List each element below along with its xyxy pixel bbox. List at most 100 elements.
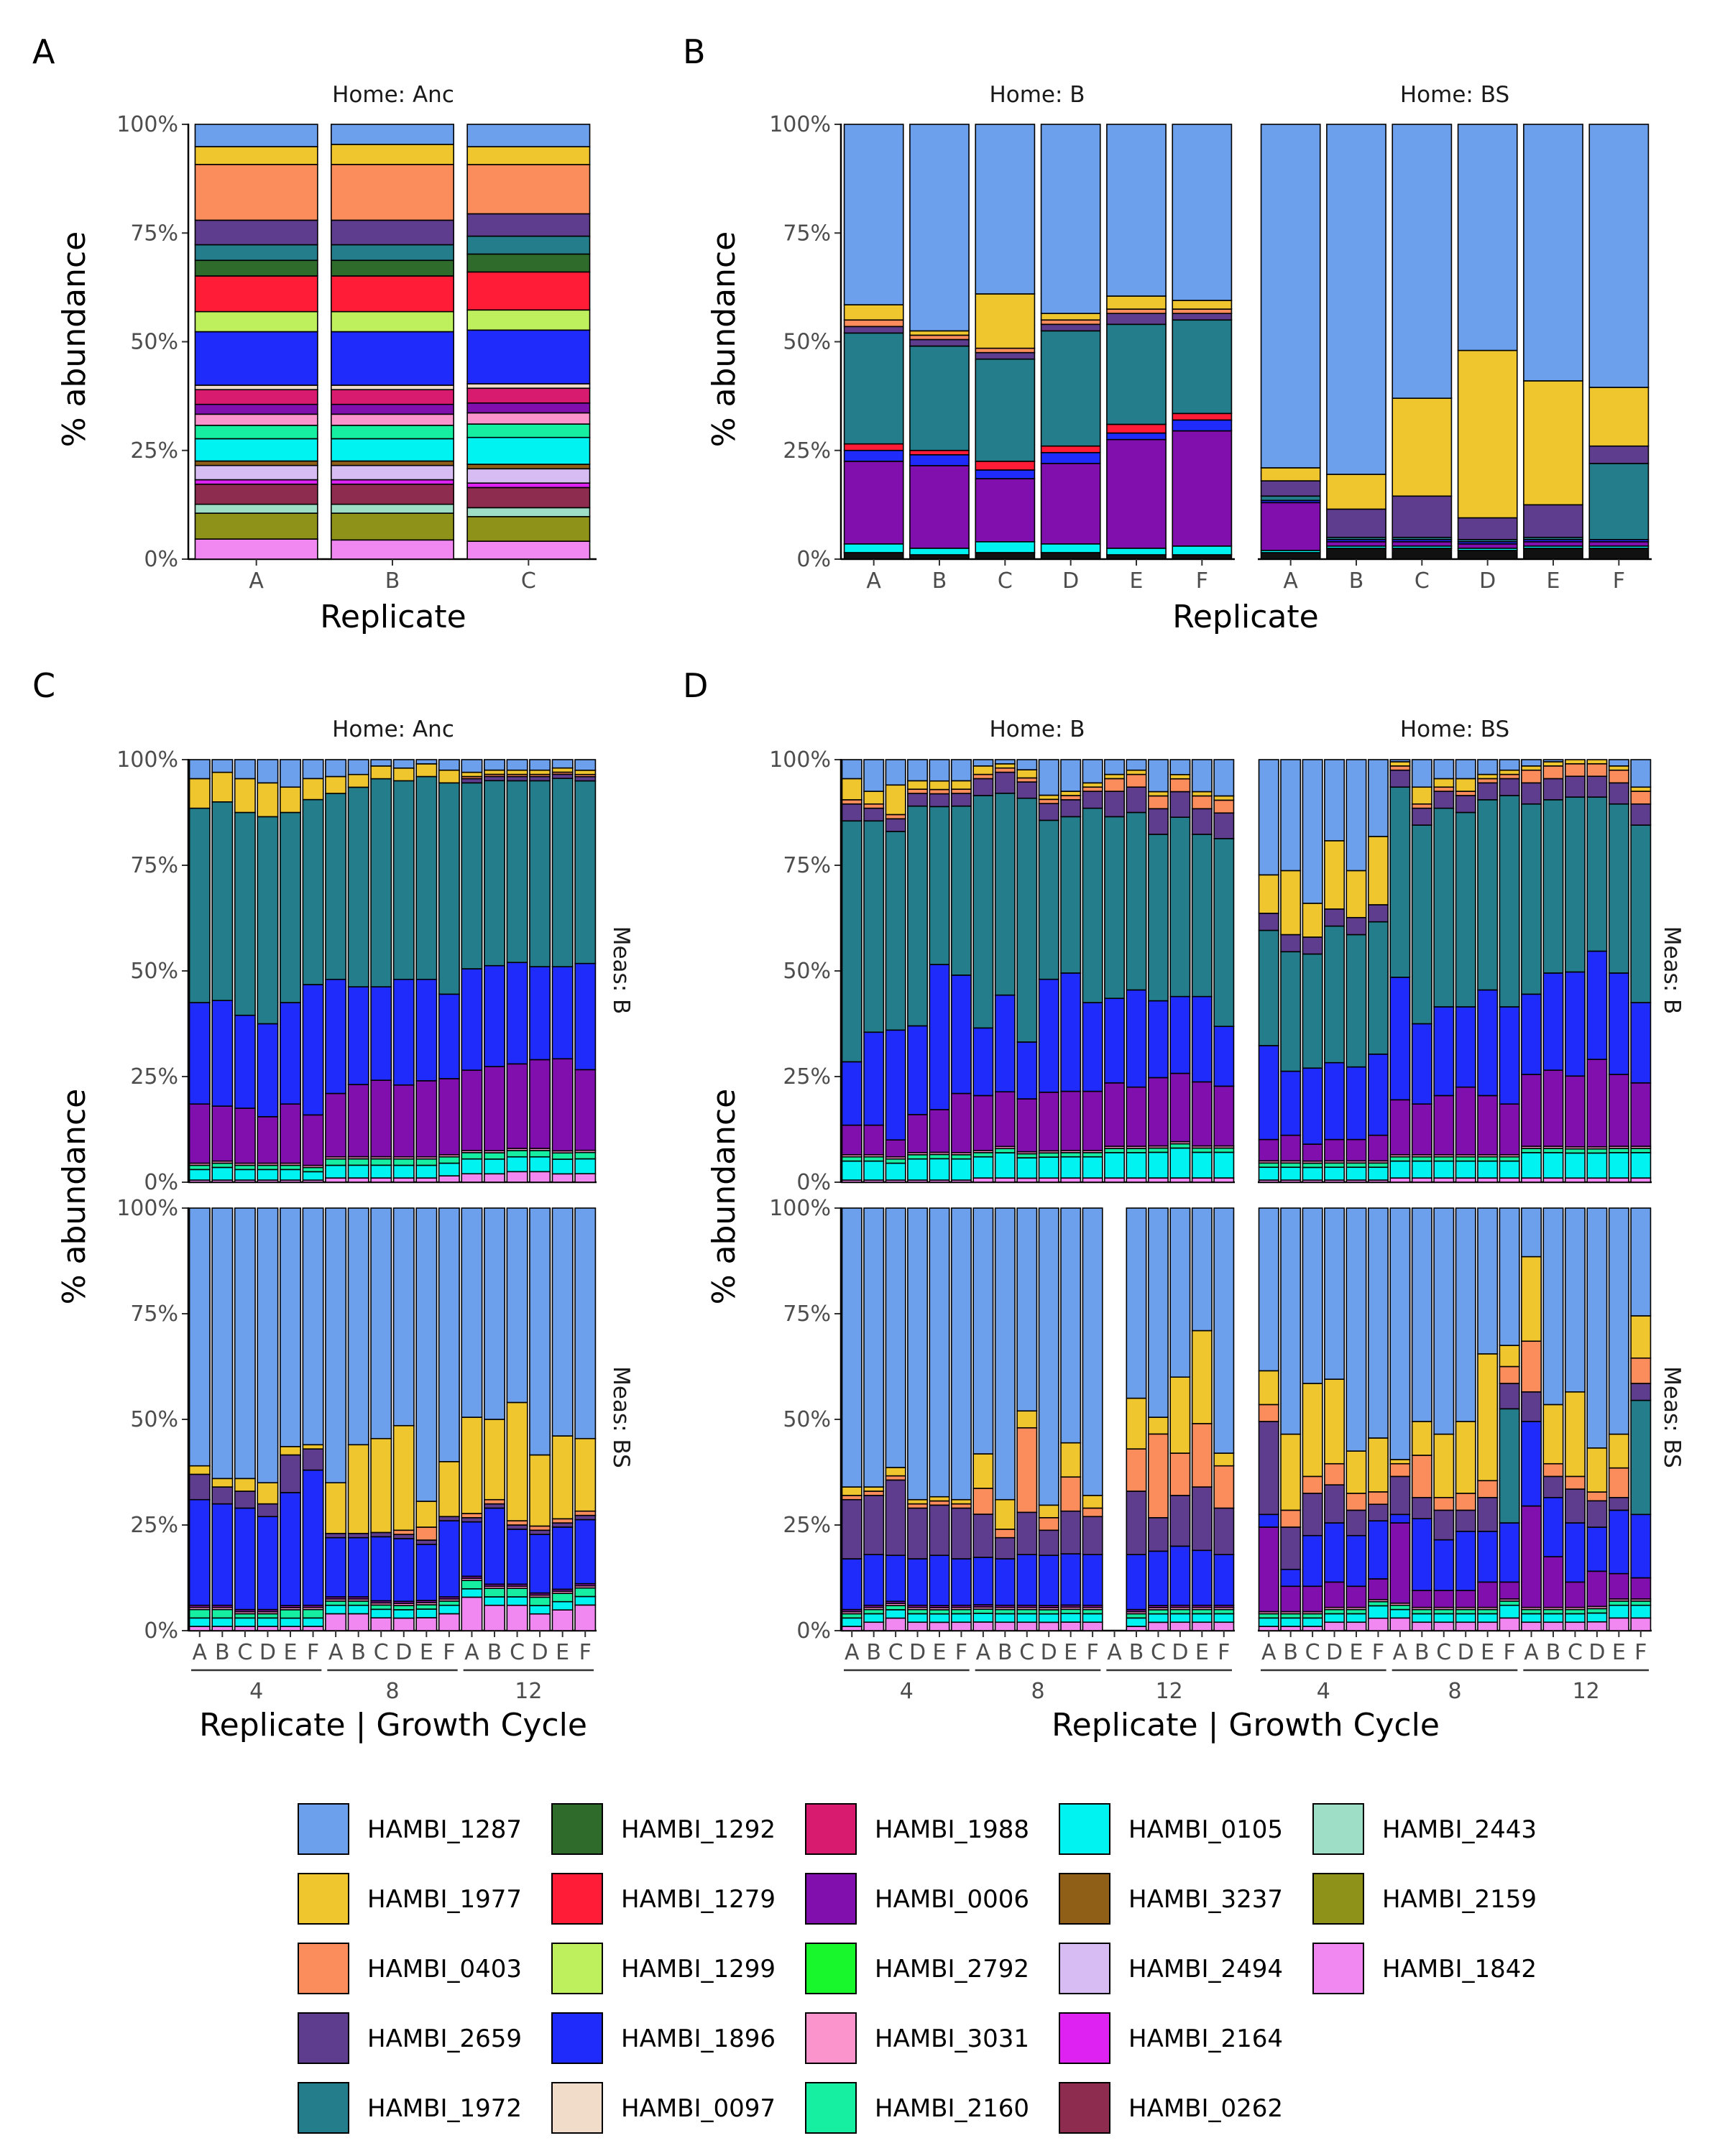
- bar-d1-r1-14-hambi-0006: [1564, 1581, 1586, 1608]
- x-tick-label: B: [215, 1640, 230, 1665]
- strip-home-b-b: Home: B: [989, 82, 1085, 108]
- bar-d1-r0-15-hambi-1972: [1586, 796, 1608, 952]
- y-tick-label: 100%: [116, 112, 178, 137]
- legend-swatch-hambi-2494: [1059, 1943, 1110, 1994]
- bar-d1-r0-10-hambi-2160: [1477, 1156, 1499, 1162]
- x-tick-label: B: [866, 1640, 881, 1665]
- bar-d0-r0-15-hambi-0105: [1169, 1147, 1191, 1179]
- x-tick-label: C: [521, 568, 536, 594]
- legend-label-hambi-1896: HAMBI_1896: [621, 2024, 776, 2053]
- bar-d1-r1-17-hambi-2160: [1630, 1600, 1652, 1606]
- bar-b0-d-hambi-0105: [1040, 543, 1101, 553]
- bar-d0-r1-10-hambi-2659: [1060, 1510, 1082, 1554]
- bar-d0-r0-11-hambi-1842: [1082, 1177, 1103, 1183]
- bar-b0-e-hambi-1287: [1106, 124, 1167, 297]
- bar-d0-r0-8-hambi-0105: [1016, 1157, 1038, 1179]
- bar-d0-r1-0-hambi-0105: [841, 1617, 862, 1627]
- bar-d1-r0-0-hambi-1977: [1258, 874, 1279, 914]
- bar-d1-r0-11-hambi-0105: [1499, 1160, 1520, 1179]
- bar-d0-r1-13-hambi-1287: [1126, 1207, 1147, 1399]
- bar-d1-r0-4-hambi-0006: [1346, 1138, 1367, 1162]
- bar-b0-a-hambi-0105: [843, 543, 904, 553]
- bar-a-a-hambi-0097: [194, 384, 318, 391]
- bar-a-c-hambi-1292: [466, 253, 591, 273]
- bar-a-b-hambi-2659: [330, 219, 454, 246]
- bar-d1-r0-6-hambi-1287: [1389, 759, 1411, 763]
- bar-d1-r0-16-hambi-2160: [1608, 1148, 1629, 1153]
- legend-swatch-hambi-1287: [298, 1803, 349, 1855]
- bar-d1-r0-3-hambi-0105: [1324, 1166, 1346, 1181]
- bar-d1-r1-8-hambi-1287: [1433, 1207, 1455, 1435]
- bar-d1-r0-2-hambi-2659: [1302, 936, 1323, 955]
- y-tick-label: 25%: [783, 1513, 831, 1538]
- bar-d1-r0-13-hambi-0403: [1542, 765, 1564, 780]
- bar-d0-r0-2-hambi-0403: [885, 814, 906, 820]
- bar-d1-r1-8-hambi-0403: [1433, 1496, 1455, 1511]
- bar-b0-f-hambi-1279: [1172, 413, 1233, 421]
- bar-d1-r1-12-hambi-1842: [1521, 1621, 1542, 1631]
- bar-d0-r1-7-hambi-1977: [994, 1498, 1016, 1530]
- bar-b0-c-hambi-1279: [975, 461, 1036, 471]
- bar-d0-r0-4-hambi-1896: [929, 964, 950, 1110]
- y-tick-label: 75%: [130, 853, 178, 878]
- bar-d0-r1-1-hambi-1287: [863, 1207, 885, 1488]
- bar-b0-c-dark: [975, 552, 1036, 560]
- x-tick-label: C: [1151, 1640, 1166, 1665]
- bar-c-r0-15-hambi-1842: [529, 1171, 551, 1183]
- bar-c-r1-2-hambi-1287: [234, 1207, 256, 1480]
- bar-d1-r1-6-hambi-0105: [1389, 1608, 1411, 1619]
- bar-c-r0-7-hambi-0105: [347, 1164, 369, 1179]
- bar-d0-r1-5-hambi-0403: [950, 1503, 972, 1509]
- legend: HAMBI_1287 HAMBI_1977 HAMBI_0403 HAMBI_2659…: [298, 1803, 1537, 2134]
- bar-d0-r0-14-hambi-1842: [1147, 1177, 1169, 1183]
- bar-c-r0-13-hambi-0105: [483, 1158, 505, 1175]
- bar-c-r1-14-hambi-1287: [506, 1207, 528, 1404]
- bar-a-a-hambi-2164: [194, 479, 318, 485]
- bar-d1-r0-8-hambi-2160: [1433, 1156, 1455, 1162]
- panel-letter-d: D: [683, 666, 708, 705]
- ylabel-b: % abundance: [706, 231, 742, 448]
- bar-b0-d-hambi-1279: [1040, 445, 1101, 453]
- bar-d0-r1-16-hambi-2659: [1191, 1486, 1213, 1552]
- bar-c-r0-6-hambi-2160: [325, 1158, 347, 1166]
- x-tick-label: C: [374, 1640, 389, 1665]
- bar-b0-b-hambi-2659: [909, 338, 970, 347]
- x-tick-label: E: [1547, 568, 1560, 594]
- bar-d0-r0-7-hambi-1287: [994, 759, 1016, 765]
- bar-c-r1-13-hambi-1842: [483, 1604, 505, 1631]
- bar-d1-r0-6-hambi-1842: [1389, 1177, 1411, 1183]
- bar-d1-r0-16-hambi-1287: [1608, 759, 1629, 767]
- strip-meas-bs-c: Meas: BS: [608, 1366, 634, 1468]
- bar-d1-r1-13-hambi-1896: [1542, 1496, 1564, 1557]
- bar-a-a-hambi-1287: [194, 124, 318, 147]
- bar-c-r1-0-hambi-2659: [188, 1473, 211, 1501]
- x-tick-label: C: [888, 1640, 903, 1665]
- bar-c-r0-9-hambi-0006: [392, 1084, 415, 1158]
- bar-d0-r1-14-hambi-2160: [1147, 1609, 1169, 1615]
- x-tick-label: B: [1129, 1640, 1144, 1665]
- bar-a-c-hambi-1299: [466, 309, 591, 331]
- bar-c-r0-8-hambi-0105: [370, 1164, 392, 1179]
- bar-d0-r0-7-hambi-0105: [994, 1152, 1016, 1179]
- bar-a-b-hambi-1977: [330, 144, 454, 165]
- x-tick-label: A: [1393, 1640, 1408, 1665]
- bar-c-r0-14-hambi-1972: [506, 780, 528, 964]
- bar-c-r1-6-hambi-2160: [325, 1600, 347, 1606]
- bar-c-r1-2-hambi-1842: [234, 1626, 256, 1631]
- bar-b0-e-hambi-1896: [1106, 432, 1167, 441]
- bar-d1-r1-0-hambi-0006: [1258, 1526, 1279, 1613]
- x-tick-label: F: [1196, 568, 1208, 594]
- bar-d0-r0-12-hambi-2659: [1104, 791, 1126, 818]
- y-tick-label: 100%: [769, 747, 831, 773]
- bar-d0-r0-17-hambi-1977: [1213, 795, 1235, 801]
- bar-d1-r1-10-hambi-0105: [1477, 1613, 1499, 1623]
- bar-a-b-hambi-2443: [330, 503, 454, 514]
- bar-d0-r0-8-hambi-0006: [1016, 1098, 1038, 1153]
- bar-d0-r0-1-hambi-2160: [863, 1156, 885, 1162]
- bar-c-r0-14-hambi-2659: [506, 775, 528, 782]
- bar-c-r1-13-hambi-1287: [483, 1207, 505, 1420]
- legend-swatch-hambi-0097: [551, 2082, 603, 2134]
- bar-d1-r1-5-hambi-0105: [1367, 1605, 1389, 1619]
- bar-c-r1-3-hambi-1896: [257, 1516, 279, 1611]
